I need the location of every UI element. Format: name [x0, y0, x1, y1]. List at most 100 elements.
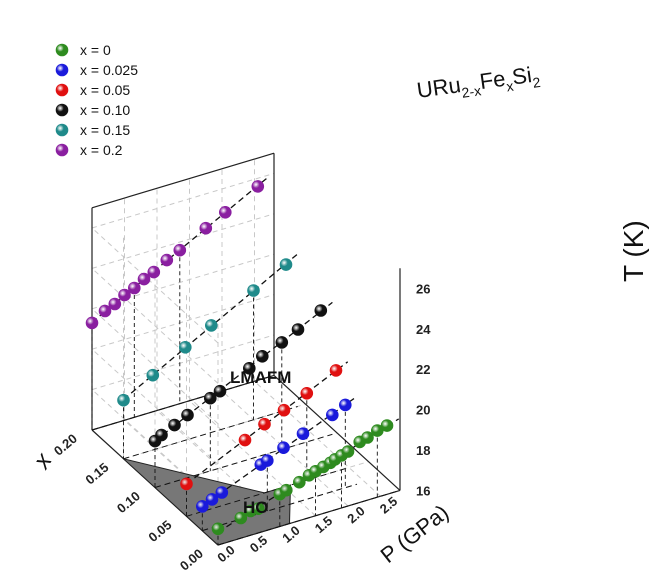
floor-fit-2: [186, 467, 348, 517]
tick-label-t: 16: [416, 483, 430, 498]
legend-marker: [55, 123, 69, 137]
grid-line-back-t: [91, 294, 275, 350]
legend: x = 0 x = 0.025 x = 0.05 x = 0.10 x = 0.15 x …: [55, 42, 138, 158]
tick-labels: 0.0 0.5 1.0 1.5 2.0 2.50.000.050.100.150.2016…: [51, 281, 431, 573]
data-point: [98, 304, 112, 318]
data-point: [255, 349, 269, 363]
data-point: [204, 391, 217, 405]
data-point: [243, 361, 256, 375]
grid-line-back-t: [91, 213, 275, 269]
data-point: [325, 408, 339, 422]
floor-fit-5: [91, 376, 270, 431]
data-point: [213, 384, 227, 398]
tick-label-t: 24: [416, 322, 431, 337]
data-point: [234, 511, 248, 525]
axis-box-lines: [91, 152, 401, 546]
data-point: [260, 454, 274, 467]
data-point: [117, 393, 130, 407]
grid-line-side-t: [91, 308, 219, 425]
data-point: [180, 477, 193, 491]
tick-label-t: 20: [416, 403, 430, 418]
legend-label: x = 0.2: [80, 142, 123, 158]
tick-label-x: 0.00: [177, 546, 206, 574]
data-point: [173, 243, 187, 257]
data-point: [361, 431, 374, 444]
grid-lines: [91, 159, 401, 546]
data-point: [380, 419, 394, 432]
data-point: [277, 441, 290, 455]
legend-label: x = 0.025: [80, 62, 138, 78]
tick-label-x: 0.10: [114, 488, 143, 516]
data-point: [108, 297, 122, 311]
data-point: [179, 340, 192, 354]
data-point: [160, 253, 174, 267]
legend-label: x = 0: [80, 42, 111, 58]
data-point: [205, 493, 219, 506]
data-point: [296, 427, 310, 441]
tick-label-x: 0.20: [51, 431, 80, 459]
data-point: [137, 272, 151, 286]
tick-label-p: 1.5: [312, 513, 335, 536]
data-point: [251, 180, 265, 193]
legend-marker: [55, 103, 69, 117]
data-point: [279, 258, 293, 271]
floor-fit-1: [202, 483, 358, 532]
data-point: [251, 502, 265, 516]
legend-label: x = 0.10: [80, 102, 130, 118]
data-point: [291, 323, 305, 336]
grid-line-side-t: [91, 348, 219, 465]
grid-line-side-t: [91, 227, 219, 344]
data-point: [279, 483, 293, 497]
axis-label-t: T (K): [618, 220, 649, 282]
data-point: [215, 486, 229, 499]
data-point: [258, 417, 271, 431]
data-point: [147, 265, 161, 279]
legend-marker: [55, 43, 69, 57]
grid-line-back-t: [91, 334, 275, 391]
data-point: [211, 522, 225, 536]
tick-label-t: 18: [416, 443, 430, 458]
data-point: [329, 364, 343, 377]
data-point: [155, 428, 168, 442]
region-label-ho: HO: [243, 498, 269, 517]
floor-fit-0: [217, 490, 399, 546]
data-point: [199, 221, 213, 235]
grid-line-floor-p: [254, 380, 381, 497]
data-point: [238, 433, 252, 447]
tick-label-t: 26: [416, 281, 430, 296]
data-point: [275, 336, 289, 349]
data-point: [85, 316, 99, 330]
fit-lines: [91, 175, 400, 533]
data-point: [181, 408, 194, 422]
data-point: [341, 445, 355, 458]
data-point: [314, 304, 328, 317]
tick-label-p: 0.0: [214, 542, 237, 565]
data-point: [300, 386, 314, 400]
grid-line-back-t: [91, 172, 275, 229]
axis-label-x: x: [28, 448, 58, 474]
chart-title: URu2-xFexSi2: [415, 61, 542, 107]
region-label-lmafm: LMAFM: [230, 368, 291, 387]
axis-edge: [91, 152, 275, 209]
data-point: [219, 206, 232, 219]
legend-marker: [55, 143, 69, 157]
data-point: [247, 284, 260, 297]
data-point: [277, 403, 291, 417]
axis-edge: [273, 374, 401, 491]
data-point: [205, 319, 218, 332]
grid-line-side-t: [91, 268, 219, 384]
data-point: [196, 500, 209, 513]
tick-label-p: 2.5: [377, 493, 400, 516]
projection-lines: [91, 250, 399, 546]
legend-label: x = 0.15: [80, 122, 130, 138]
data-point: [118, 288, 131, 302]
tick-label-x: 0.15: [82, 460, 111, 488]
tick-label-t: 22: [416, 362, 430, 377]
fit-line-3: [154, 301, 333, 442]
data-points: [85, 180, 394, 536]
data-point: [338, 398, 352, 412]
data-point: [146, 368, 160, 382]
legend-marker: [55, 63, 69, 77]
floor-fit-4: [123, 406, 298, 460]
